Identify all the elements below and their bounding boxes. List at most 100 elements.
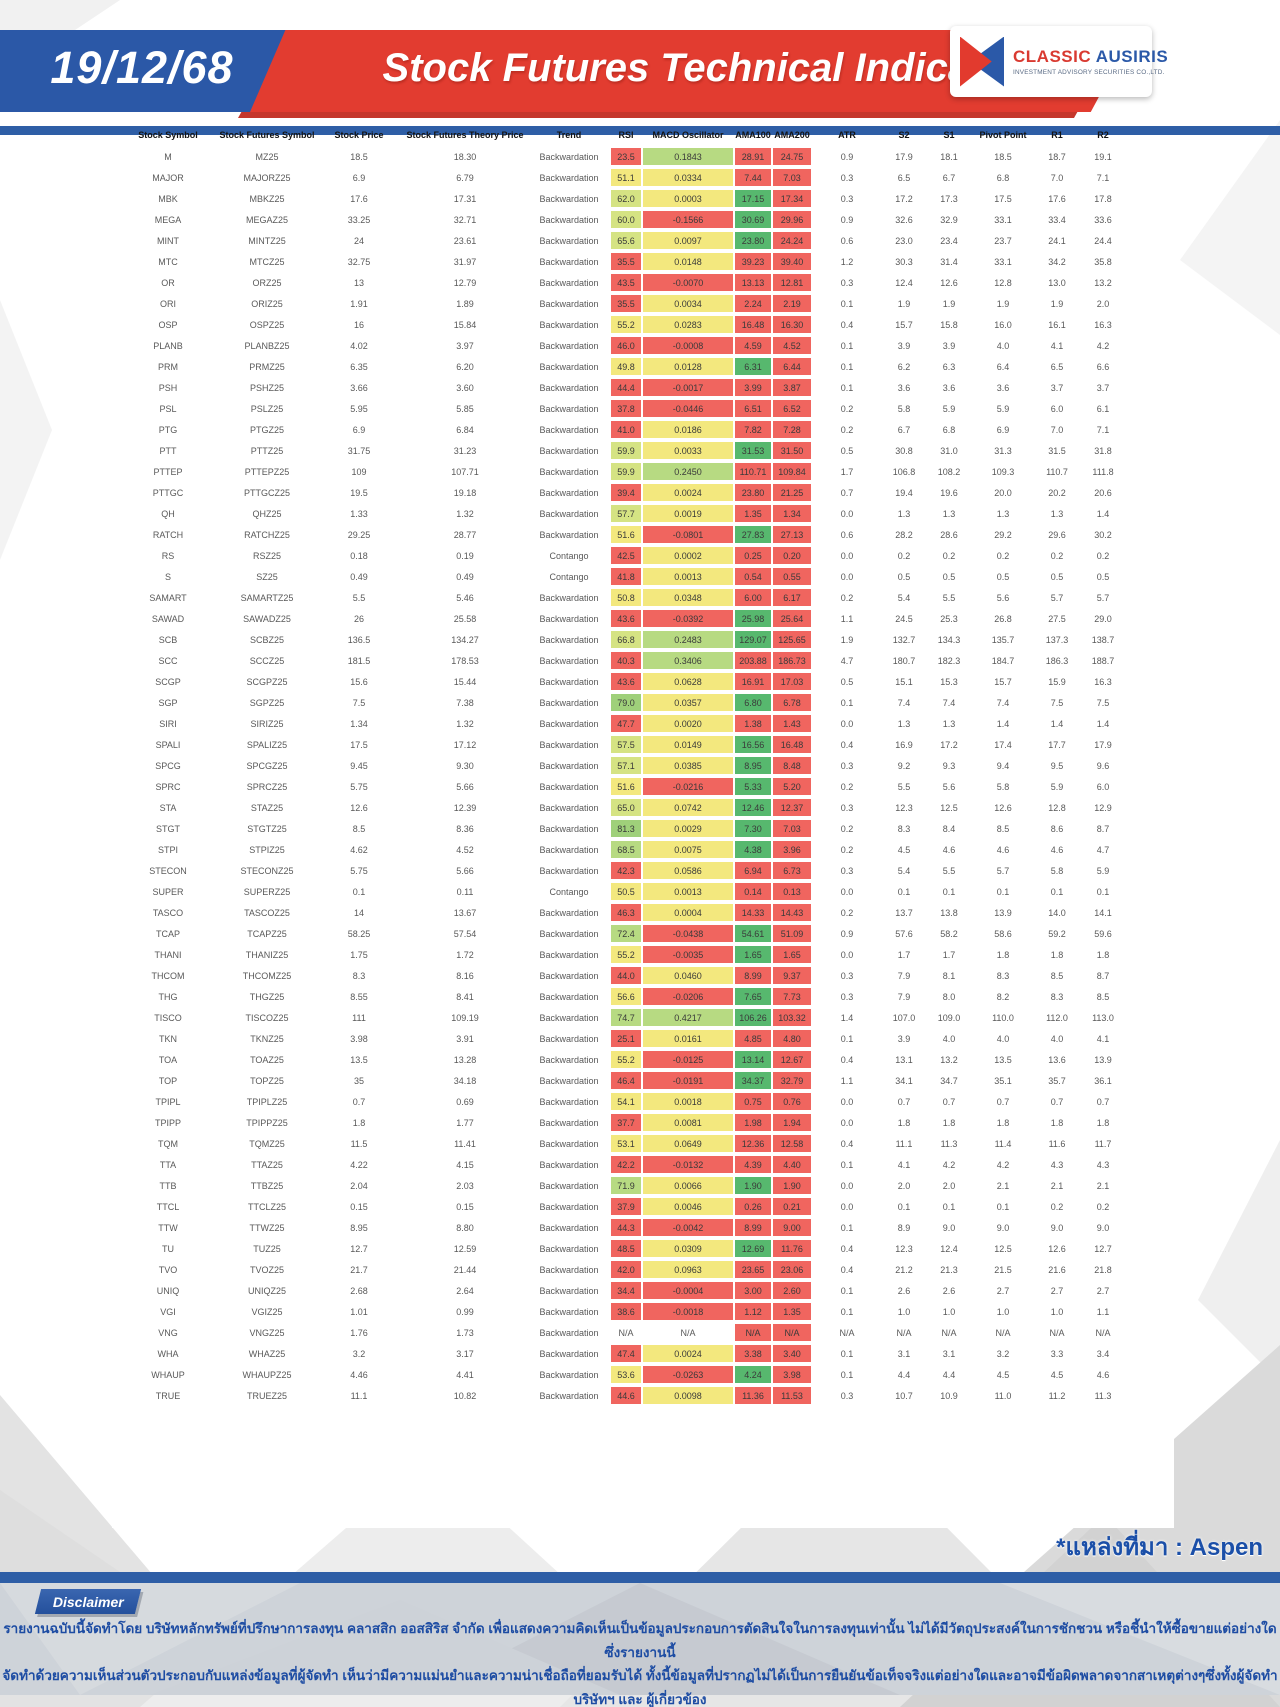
cell-atr: 0.5 (840, 445, 854, 456)
cell-stock-symbol: TASCO (152, 907, 184, 918)
cell-r2: 7.1 (1096, 424, 1110, 435)
cell-rsi: 42.5 (610, 546, 642, 565)
cell-ama200: 7.03 (772, 819, 812, 838)
cell-s1: 6.7 (942, 172, 956, 183)
cell-ama200: 17.03 (772, 672, 812, 691)
table-row: RATCH RATCHZ25 29.25 28.77 Backwardation 51.6… (118, 524, 1126, 545)
cell-stock-futures-symbol: PTTGCZ25 (243, 487, 290, 498)
cell-trend: Backwardation (539, 214, 599, 225)
cell-rsi: 54.1 (610, 1092, 642, 1111)
cell-stock-symbol: TQM (158, 1138, 178, 1149)
cell-r2: 0.5 (1096, 571, 1110, 582)
cell-macd-oscillator: -0.0206 (642, 987, 734, 1006)
cell-r2: 59.6 (1094, 928, 1112, 939)
cell-s1: 10.9 (940, 1390, 958, 1401)
cell-trend: Backwardation (539, 424, 599, 435)
cell-stock-futures-symbol: WHAZ25 (248, 1348, 286, 1359)
table-row: MAJOR MAJORZ25 6.9 6.79 Backwardation 51.1 0.0… (118, 167, 1126, 188)
cell-pivot-point: 1.0 (996, 1306, 1010, 1317)
cell-s1: 12.6 (940, 277, 958, 288)
cell-s1: 0.1 (942, 886, 956, 897)
table-row: WHA WHAZ25 3.2 3.17 Backwardation 47.4 0.0024 3… (118, 1343, 1126, 1364)
table-row: M MZ25 18.5 18.30 Backwardation 23.5 0.1843 28.… (118, 146, 1126, 167)
cell-stock-futures-symbol: RSZ25 (252, 550, 281, 561)
cell-s1: 0.2 (942, 550, 956, 561)
cell-stock-price: 31.75 (347, 445, 371, 456)
cell-rsi: 79.0 (610, 693, 642, 712)
cell-ama100: 1.98 (734, 1113, 772, 1132)
cell-stock-symbol: OR (161, 277, 175, 288)
cell-r2: 17.9 (1094, 739, 1112, 750)
cell-macd-oscillator: -0.0008 (642, 336, 734, 355)
cell-trend: Backwardation (539, 802, 599, 813)
table-row: SPCG SPCGZ25 9.45 9.30 Backwardation 57.1 0.03… (118, 755, 1126, 776)
cell-stock-futures-symbol: ORZ25 (252, 277, 282, 288)
cell-stock-futures-symbol: TPIPPZ25 (246, 1117, 288, 1128)
cell-s2: 30.3 (895, 256, 913, 267)
cell-stock-price: 3.98 (350, 1033, 368, 1044)
cell-macd-oscillator: 0.0385 (642, 756, 734, 775)
cell-ama200: 0.21 (772, 1197, 812, 1216)
cell-s2: 6.5 (897, 172, 911, 183)
cell-ama100: 6.51 (734, 399, 772, 418)
cell-macd-oscillator: 0.0334 (642, 168, 734, 187)
cell-theory-price: 1.72 (456, 949, 474, 960)
cell-stock-price: 17.5 (350, 739, 368, 750)
table-row: RS RSZ25 0.18 0.19 Contango 42.5 0.0002 0.25 0.2… (118, 545, 1126, 566)
cell-stock-futures-symbol: TCAPZ25 (247, 928, 287, 939)
cell-stock-futures-symbol: TTCLZ25 (247, 1201, 286, 1212)
cell-stock-futures-symbol: THCOMZ25 (242, 970, 292, 981)
cell-rsi: 49.8 (610, 357, 642, 376)
cell-r1: 15.9 (1048, 676, 1066, 687)
cell-atr: 0.0 (840, 550, 854, 561)
cell-stock-futures-symbol: TISCOZ25 (245, 1012, 289, 1023)
cell-r2: 36.1 (1094, 1075, 1112, 1086)
cell-r2: 3.4 (1096, 1348, 1110, 1359)
column-header-ama200: AMA200 (774, 130, 810, 140)
table-row: SAWAD SAWADZ25 26 25.58 Backwardation 43.6 -0.… (118, 608, 1126, 629)
cell-stock-price: 8.3 (352, 970, 366, 981)
cell-ama200: 1.43 (772, 714, 812, 733)
cell-rsi: 25.1 (610, 1029, 642, 1048)
cell-ama200: 4.40 (772, 1155, 812, 1174)
cell-pivot-point: 12.6 (994, 802, 1012, 813)
cell-r2: 19.1 (1094, 151, 1112, 162)
cell-macd-oscillator: 0.1843 (642, 147, 734, 166)
page-title: Stock Futures Technical Indicator (382, 46, 1024, 90)
cell-atr: 0.1 (840, 1369, 854, 1380)
cell-rsi: 57.5 (610, 735, 642, 754)
cell-theory-price: 18.30 (453, 151, 477, 162)
cell-ama100: 5.33 (734, 777, 772, 796)
cell-s2: 4.5 (897, 844, 911, 855)
cell-macd-oscillator: 0.0024 (642, 483, 734, 502)
cell-s1: 1.3 (942, 508, 956, 519)
cell-r1: 3.3 (1050, 1348, 1064, 1359)
cell-r1: 8.3 (1050, 991, 1064, 1002)
cell-rsi: 74.7 (610, 1008, 642, 1027)
cell-atr: 0.0 (840, 508, 854, 519)
cell-s2: 8.9 (897, 1222, 911, 1233)
cell-ama100: 2.24 (734, 294, 772, 313)
cell-macd-oscillator: -0.0438 (642, 924, 734, 943)
cell-s2: 1.0 (897, 1306, 911, 1317)
cell-rsi: 42.0 (610, 1260, 642, 1279)
cell-theory-price: 0.69 (456, 1096, 474, 1107)
cell-stock-price: 29.25 (347, 529, 371, 540)
cell-ama200: 1.34 (772, 504, 812, 523)
cell-pivot-point: 12.8 (994, 277, 1012, 288)
cell-trend: Backwardation (539, 592, 599, 603)
cell-ama100: N/A (734, 1323, 772, 1342)
table-row: OR ORZ25 13 12.79 Backwardation 43.5 -0.0070 13… (118, 272, 1126, 293)
cell-stock-price: 0.15 (350, 1201, 368, 1212)
cell-s2: 7.9 (897, 970, 911, 981)
cell-stock-price: 8.95 (350, 1222, 368, 1233)
cell-stock-symbol: M (164, 151, 172, 162)
cell-r1: 35.7 (1048, 1075, 1066, 1086)
cell-stock-symbol: WHAUP (151, 1369, 185, 1380)
cell-stock-futures-symbol: SGPZ25 (249, 697, 285, 708)
table-row: PSL PSLZ25 5.95 5.85 Backwardation 37.8 -0.044… (118, 398, 1126, 419)
cell-theory-price: 3.17 (456, 1348, 474, 1359)
cell-pivot-point: 17.4 (994, 739, 1012, 750)
cell-theory-price: 15.44 (453, 676, 477, 687)
cell-macd-oscillator: 0.0013 (642, 567, 734, 586)
